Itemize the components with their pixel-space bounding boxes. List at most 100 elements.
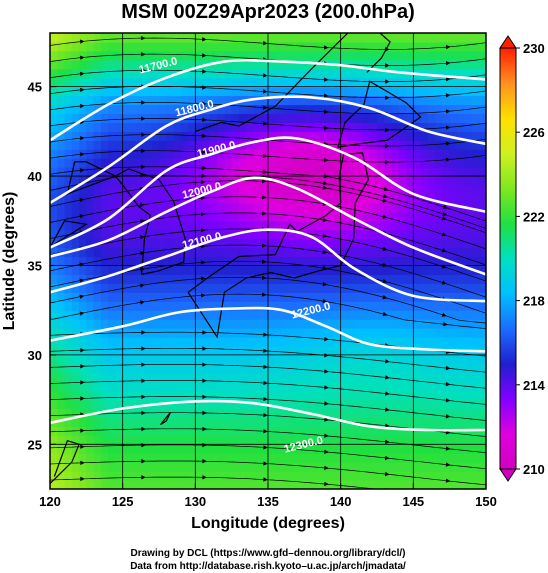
coastline-segment: [160, 411, 172, 426]
field-cell: [326, 453, 334, 463]
field-cell: [238, 399, 247, 410]
field-cell: [435, 444, 443, 454]
field-cell: [260, 480, 269, 489]
field-cell: [304, 131, 313, 141]
field-cell: [355, 345, 364, 356]
field-cell: [333, 158, 342, 168]
field-cell: [478, 265, 486, 275]
field-cell: [209, 345, 218, 356]
field-cell: [398, 435, 407, 445]
field-cell: [253, 390, 262, 401]
field-cell: [86, 86, 95, 97]
field-cell: [57, 122, 66, 132]
field-cell: [180, 399, 189, 410]
field-cell: [159, 444, 167, 454]
field-cell: [159, 319, 167, 329]
field-cell: [100, 220, 109, 231]
field-cell: [384, 59, 393, 70]
field-cell: [195, 345, 204, 356]
x-tick-label: 130: [184, 494, 206, 509]
field-cell: [377, 319, 385, 329]
field-cell: [137, 256, 146, 266]
field-cell: [391, 220, 400, 231]
field-cell: [231, 131, 240, 141]
field-cell: [289, 140, 298, 150]
field-cell: [297, 158, 305, 168]
field-cell: [340, 363, 349, 374]
field-cell: [478, 202, 486, 213]
field-cell: [144, 372, 153, 383]
field-cell: [71, 453, 80, 463]
field-cell: [166, 229, 175, 240]
field-cell: [377, 229, 385, 240]
field-cell: [137, 345, 146, 356]
field-cell: [406, 113, 414, 123]
field-cell: [391, 140, 400, 150]
field-cell: [406, 471, 414, 481]
field-cell: [86, 310, 95, 320]
field-cell: [115, 283, 124, 293]
field-cell: [304, 310, 313, 320]
field-cell: [246, 328, 255, 338]
field-cell: [456, 95, 465, 106]
field-cell: [442, 86, 451, 97]
field-cell: [304, 345, 313, 356]
field-cell: [471, 247, 480, 258]
field-cell: [246, 131, 255, 141]
field-cell: [471, 131, 480, 141]
field-cell: [275, 86, 284, 97]
field-cell: [355, 131, 364, 141]
field-cell: [159, 274, 167, 284]
field-cell: [347, 113, 356, 123]
field-cell: [159, 140, 167, 150]
field-cell: [384, 104, 393, 114]
field-cell: [398, 480, 407, 489]
field-cell: [347, 68, 356, 79]
field-cell: [311, 471, 320, 481]
streamline-arrow: [324, 125, 329, 131]
field-cell: [289, 220, 298, 231]
field-cell: [86, 471, 95, 481]
field-cell: [362, 381, 371, 392]
field-cell: [79, 211, 87, 222]
field-cell: [246, 363, 255, 374]
plot-area: 11700.011800.011900.012000.012100.012200…: [50, 33, 486, 489]
field-cell: [129, 122, 138, 132]
field-cell: [275, 319, 284, 329]
field-cell: [86, 453, 95, 463]
field-cell: [318, 426, 327, 436]
field-cell: [122, 193, 131, 204]
field-cell: [435, 140, 443, 150]
field-cell: [173, 354, 182, 365]
streamline-arrow: [80, 168, 85, 173]
field-cell: [64, 292, 73, 302]
field-cell: [209, 77, 218, 88]
field-cell: [406, 417, 414, 427]
field-cell: [362, 292, 371, 302]
streamline-arrow: [382, 311, 388, 317]
field-cell: [456, 435, 465, 445]
field-cell: [151, 185, 160, 195]
field-cell: [209, 292, 218, 302]
field-cell: [202, 390, 211, 401]
field-cell: [456, 211, 465, 222]
field-cell: [289, 328, 298, 338]
field-cell: [456, 131, 465, 141]
field-cell: [304, 426, 313, 436]
field-cell: [311, 131, 320, 141]
field-cell: [129, 310, 138, 320]
field-cell: [129, 480, 138, 489]
streamline-arrow: [80, 71, 85, 76]
field-cell: [471, 193, 480, 204]
field-cell: [427, 41, 436, 52]
field-cell: [464, 354, 473, 365]
field-cell: [297, 238, 305, 249]
field-cell: [115, 220, 124, 231]
field-cell: [260, 444, 269, 454]
field-cell: [188, 95, 196, 106]
field-cell: [93, 59, 102, 70]
field-cell: [384, 238, 393, 249]
field-cell: [456, 381, 465, 392]
field-cell: [93, 122, 102, 132]
field-cell: [442, 328, 451, 338]
